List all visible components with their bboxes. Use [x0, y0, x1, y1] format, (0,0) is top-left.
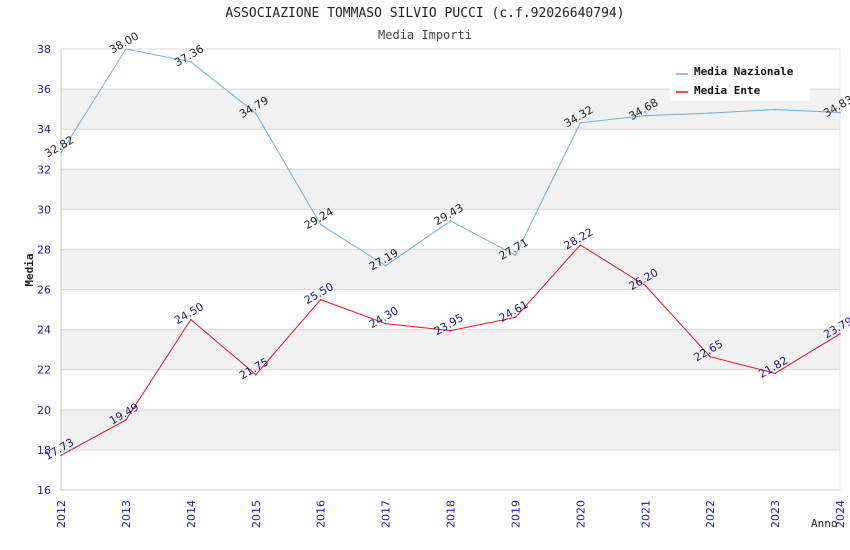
point-media-ente-2022 — [709, 355, 711, 358]
point-media-ente-2023 — [774, 372, 776, 375]
point-media-ente-2017 — [384, 322, 387, 325]
background-bands — [61, 89, 840, 450]
band-26-28 — [61, 249, 840, 290]
series-lines — [60, 48, 841, 457]
y-tick-labels: 16 18 20 22 24 26 28 30 32 34 36 38 — [37, 43, 51, 497]
legend-label-media-nazionale: Media Nazionale — [694, 65, 794, 78]
point-media-nazionale-2023 — [774, 108, 776, 111]
band-30-32 — [61, 169, 840, 210]
point-media-nazionale-2017 — [384, 264, 387, 267]
gridlines — [61, 48, 840, 491]
axes — [60, 49, 841, 491]
legend-label-media-ente: Media Ente — [694, 84, 761, 97]
point-media-nazionale-2018 — [449, 219, 452, 222]
point-media-ente-2019 — [514, 316, 517, 319]
point-media-ente-2015 — [254, 373, 257, 376]
point-media-ente-2012 — [60, 454, 62, 457]
y-tick-20: 20 — [37, 404, 51, 417]
y-tick-18: 18 — [37, 444, 51, 457]
y-tick-34: 34 — [37, 123, 51, 136]
y-tick-26: 26 — [37, 284, 51, 297]
data-label-media-nazionale-2014: 37.36 — [172, 42, 206, 69]
y-tick-24: 24 — [37, 324, 51, 337]
x-tick-2022: 2022 — [704, 500, 717, 528]
point-media-nazionale-2014 — [190, 61, 192, 63]
point-media-ente-2013 — [125, 419, 127, 421]
x-tick-2018: 2018 — [445, 500, 458, 528]
y-tick-16: 16 — [37, 484, 51, 497]
y-tick-38: 38 — [37, 43, 51, 56]
y-tick-32: 32 — [37, 163, 51, 176]
x-tick-2014: 2014 — [185, 500, 198, 528]
y-tick-22: 22 — [37, 364, 51, 377]
y-tick-28: 28 — [37, 243, 51, 256]
y-tick-36: 36 — [37, 83, 51, 96]
x-tick-2013: 2013 — [120, 500, 133, 528]
x-tick-2016: 2016 — [315, 500, 328, 528]
point-media-ente-2018 — [449, 329, 452, 332]
x-axis-label: Anno — [811, 517, 838, 530]
y-axis-label: Media — [23, 253, 36, 286]
point-media-nazionale-2012 — [60, 152, 62, 154]
point-media-nazionale-2022 — [709, 112, 711, 114]
x-tick-2012: 2012 — [55, 500, 68, 528]
x-tick-2023: 2023 — [769, 500, 782, 528]
x-tick-2024: 2024 — [834, 500, 847, 528]
x-tick-2017: 2017 — [380, 500, 393, 528]
data-label-media-ente-2019: 24.61 — [497, 298, 531, 325]
point-media-ente-2016 — [319, 298, 322, 301]
data-label-media-ente-2017: 24.30 — [367, 304, 401, 331]
point-media-nazionale-2024 — [839, 111, 841, 114]
data-label-media-ente-2012: 17.73 — [42, 436, 76, 463]
point-media-nazionale-2013 — [125, 48, 127, 50]
data-label-media-ente-2020: 28.22 — [562, 226, 596, 253]
band-18-20 — [61, 409, 840, 450]
data-label-media-nazionale-2012: 32.82 — [42, 133, 76, 160]
point-media-nazionale-2015 — [254, 112, 257, 115]
y-tick-30: 30 — [37, 203, 51, 216]
point-media-nazionale-2016 — [319, 223, 322, 226]
point-media-nazionale-2019 — [514, 254, 517, 257]
legend: Media Nazionale Media Ente — [670, 59, 810, 101]
x-tick-2020: 2020 — [574, 500, 587, 528]
point-media-nazionale-2021 — [644, 114, 647, 117]
x-tick-2019: 2019 — [509, 500, 522, 528]
chart-subtitle: Media Importi — [378, 28, 472, 42]
point-media-nazionale-2020 — [579, 121, 582, 124]
point-media-ente-2024 — [839, 333, 841, 335]
chart-title: ASSOCIAZIONE TOMMASO SILVIO PUCCI (c.f.9… — [225, 6, 625, 21]
x-tick-labels: 2012 2013 2014 2015 2016 2017 2018 2019 2020 2021… — [55, 500, 847, 528]
point-media-ente-2021 — [644, 284, 647, 287]
point-media-ente-2014 — [190, 318, 192, 321]
x-tick-2015: 2015 — [250, 500, 263, 528]
point-media-ente-2020 — [579, 244, 582, 246]
band-22-24 — [61, 329, 840, 370]
x-tick-2021: 2021 — [639, 500, 652, 528]
